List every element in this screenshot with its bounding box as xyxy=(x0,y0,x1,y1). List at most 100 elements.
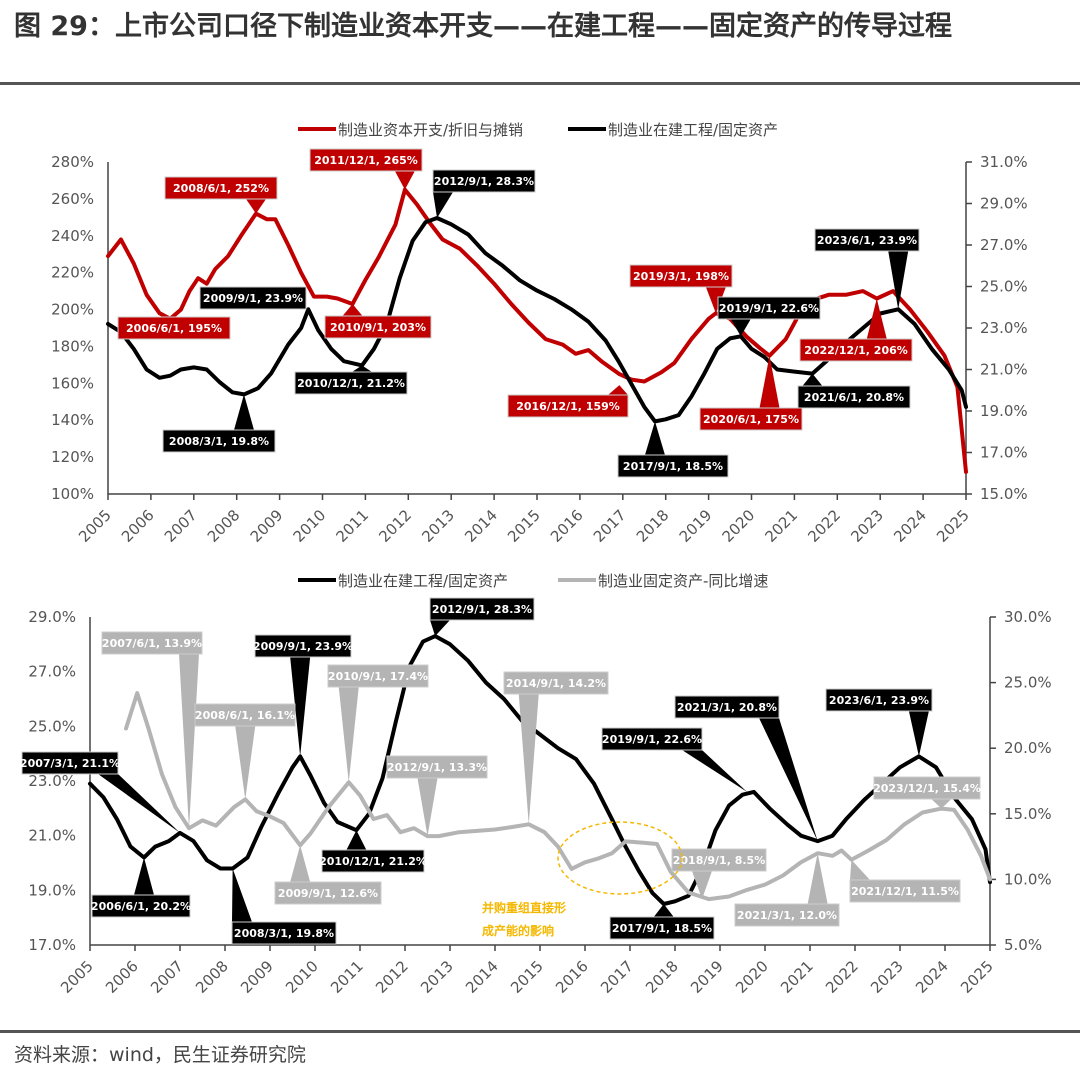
x-tick: 2011 xyxy=(327,957,367,997)
y-left-tick: 27.0% xyxy=(28,663,76,681)
x-tick: 2022 xyxy=(822,957,862,997)
data-callout: 2021/3/1, 20.8% xyxy=(677,701,777,714)
x-tick: 2020 xyxy=(732,957,772,997)
y-left-tick: 180% xyxy=(51,337,94,355)
note-line2: 成产能的影响 xyxy=(482,923,554,938)
data-callout: 2007/6/1, 13.9% xyxy=(102,637,202,650)
figure-title: 图 29：上市公司口径下制造业资本开支——在建工程——固定资产的传导过程 xyxy=(14,11,952,42)
data-callout: 2021/3/1, 12.0% xyxy=(737,909,837,922)
data-callout: 2008/6/1, 16.1% xyxy=(195,709,295,722)
data-callout: 2009/9/1, 23.9% xyxy=(203,292,303,305)
data-callout: 2021/12/1, 11.5% xyxy=(851,885,959,898)
y-right-tick: 29.0% xyxy=(980,195,1028,213)
series-line xyxy=(106,216,968,424)
x-tick: 2012 xyxy=(372,957,412,997)
data-callout: 2020/6/1, 175% xyxy=(703,413,799,426)
x-tick: 2019 xyxy=(687,957,727,997)
series-line xyxy=(124,691,992,902)
y-right-tick: 10.0% xyxy=(1004,870,1052,888)
x-tick: 2013 xyxy=(417,957,457,997)
data-callout: 2011/12/1, 265% xyxy=(314,154,418,167)
data-callout: 2008/3/1, 19.8% xyxy=(169,435,269,448)
legend-item: 制造业在建工程/固定资产 xyxy=(338,572,508,590)
y-right-tick: 15.0% xyxy=(980,485,1028,503)
x-tick: 2005 xyxy=(57,957,97,997)
x-tick: 2006 xyxy=(102,957,142,997)
data-callout: 2009/9/1, 23.9% xyxy=(253,640,353,653)
data-callout: 2010/12/1, 21.2% xyxy=(297,377,405,390)
data-callout: 2007/3/1, 21.1% xyxy=(20,757,120,770)
data-callout: 2019/9/1, 22.6% xyxy=(602,733,702,746)
y-right-tick: 5.0% xyxy=(1004,936,1042,954)
y-right-tick: 17.0% xyxy=(980,444,1028,462)
x-tick: 2025 xyxy=(957,957,997,997)
y-left-tick: 100% xyxy=(51,485,94,503)
data-callout: 2023/12/1, 15.4% xyxy=(873,782,981,795)
y-right-tick: 25.0% xyxy=(1004,674,1052,692)
x-tick: 2007 xyxy=(147,957,187,997)
data-callout: 2021/6/1, 20.8% xyxy=(804,391,904,404)
y-left-tick: 260% xyxy=(51,190,94,208)
y-left-tick: 160% xyxy=(51,374,94,392)
y-right-tick: 20.0% xyxy=(1004,739,1052,757)
y-left-tick: 200% xyxy=(51,301,94,319)
data-callout: 2010/9/1, 17.4% xyxy=(328,670,428,683)
x-tick: 2023 xyxy=(867,957,907,997)
top-divider xyxy=(0,82,1080,85)
note-line1: 并购重组直接形 xyxy=(482,900,566,915)
y-right-tick: 27.0% xyxy=(980,236,1028,254)
data-callout: 2010/12/1, 21.2% xyxy=(319,855,427,868)
y-right-tick: 30.0% xyxy=(1004,608,1052,626)
x-tick: 2024 xyxy=(912,957,952,997)
x-tick: 2015 xyxy=(507,957,547,997)
x-tick: 2018 xyxy=(642,957,682,997)
data-callout: 2023/6/1, 23.9% xyxy=(817,234,917,247)
data-callout: 2009/9/1, 12.6% xyxy=(278,887,378,900)
x-tick: 2010 xyxy=(282,957,322,997)
legend-item: 制造业在建工程/固定资产 xyxy=(608,121,778,139)
y-right-tick: 25.0% xyxy=(980,278,1028,296)
y-left-tick: 17.0% xyxy=(28,936,76,954)
data-callout: 2017/9/1, 18.5% xyxy=(612,922,712,935)
y-left-tick: 29.0% xyxy=(28,608,76,626)
chart-capex-cip: 100% 120% 140% 160% 180% 200% 220% 240% 260% 280%… xyxy=(51,121,1028,546)
data-callout: 2006/6/1, 195% xyxy=(126,322,222,335)
y-right-tick: 31.0% xyxy=(980,153,1028,171)
data-callout: 2006/6/1, 20.2% xyxy=(91,900,191,913)
x-tick: 2014 xyxy=(462,957,502,997)
data-callout: 2008/6/1, 252% xyxy=(173,182,269,195)
y-left-tick: 21.0% xyxy=(28,827,76,845)
y-left-tick: 19.0% xyxy=(28,881,76,899)
data-callout: 2022/12/1, 206% xyxy=(804,344,908,357)
data-callout: 2012/9/1, 13.3% xyxy=(387,761,487,774)
data-callout: 2012/9/1, 28.3% xyxy=(434,175,534,188)
y-left-tick: 23.0% xyxy=(28,772,76,790)
bottom-divider xyxy=(0,1030,1080,1033)
data-callout: 2014/9/1, 14.2% xyxy=(506,677,606,690)
x-tick: 2016 xyxy=(552,957,592,997)
ma-highlight-ellipse xyxy=(557,821,683,895)
y-left-tick: 280% xyxy=(51,153,94,171)
y-right-tick: 15.0% xyxy=(1004,805,1052,823)
legend-item: 制造业固定资产-同比增速 xyxy=(598,572,768,590)
data-callout: 2017/9/1, 18.5% xyxy=(623,460,723,473)
y-left-tick: 120% xyxy=(51,448,94,466)
data-callout: 2016/12/1, 159% xyxy=(516,400,620,413)
data-callout: 2012/9/1, 28.3% xyxy=(432,603,532,616)
x-tick: 2009 xyxy=(237,957,277,997)
data-callout: 2010/9/1, 203% xyxy=(330,321,426,334)
y-left-tick: 140% xyxy=(51,411,94,429)
x-tick: 2017 xyxy=(597,957,637,997)
y-right-tick: 23.0% xyxy=(980,319,1028,337)
source-note: 资料来源：wind，民生证券研究院 xyxy=(14,1044,306,1066)
data-callout: 2019/3/1, 198% xyxy=(633,270,729,283)
y-left-tick: 220% xyxy=(51,264,94,282)
y-right-tick: 19.0% xyxy=(980,402,1028,420)
y-left-tick: 25.0% xyxy=(28,717,76,735)
legend-item: 制造业资本开支/折旧与摊销 xyxy=(338,121,523,139)
data-callout: 2018/9/1, 8.5% xyxy=(673,854,765,867)
x-tick: 2008 xyxy=(192,957,232,997)
y-left-tick: 240% xyxy=(51,227,94,245)
data-callout: 2008/3/1, 19.8% xyxy=(234,927,334,940)
chart-cip-fixed-asset-growth: 17.0% 19.0% 21.0% 23.0% 25.0% 27.0% 29.0% 5.0% 1… xyxy=(20,572,1052,997)
